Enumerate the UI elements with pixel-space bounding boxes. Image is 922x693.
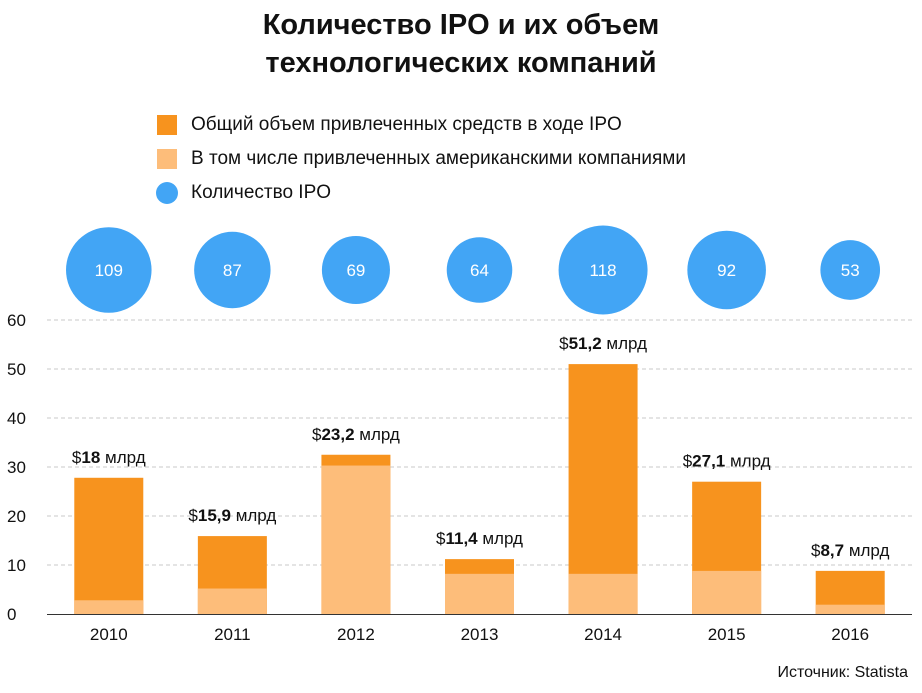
title-line-1: Количество IPO и их объем — [262, 9, 660, 41]
chart-title: Количество IPO и их объем технологически… — [0, 6, 922, 82]
x-tick-label: 2014 — [584, 625, 622, 644]
x-tick-label: 2012 — [337, 625, 375, 644]
bar-value-label: $15,9 млрд — [188, 506, 276, 525]
ipo-count-bubble — [321, 235, 390, 305]
bar-total — [74, 477, 144, 614]
ipo-count-bubble — [446, 237, 513, 303]
y-tick-label: 60 — [7, 311, 26, 330]
bar-us — [445, 573, 514, 614]
ipo-count-label: 118 — [590, 261, 617, 280]
bar-value-label: $11,4 млрд — [436, 529, 523, 548]
ipo-count-label: 87 — [223, 261, 242, 280]
legend-swatch-us — [157, 149, 177, 169]
ipo-count-bubble — [66, 227, 152, 313]
source-note: Источник: Statista — [777, 664, 908, 681]
y-tick-label: 10 — [7, 556, 26, 575]
ipo-count-label: 92 — [717, 261, 736, 280]
legend-swatch-total — [157, 115, 177, 135]
y-tick-label: 30 — [7, 458, 26, 477]
x-tick-label: 2015 — [708, 625, 746, 644]
x-tick-label: 2016 — [831, 625, 869, 644]
ipo-count-bubble — [687, 230, 766, 310]
legend-label-ipo-count: Количество IPO — [191, 182, 332, 203]
legend-item-us: В том числе привлеченных американскими к… — [157, 142, 686, 176]
bar-us — [321, 465, 391, 614]
y-tick-label: 50 — [7, 360, 26, 379]
y-tick-label: 0 — [7, 605, 16, 624]
bar-us — [815, 604, 885, 614]
ipo-count-label: 109 — [95, 261, 123, 280]
ipo-count-label: 69 — [346, 261, 365, 280]
bar-us — [568, 573, 638, 614]
legend-swatch-ipo-count — [156, 182, 178, 204]
ipo-count-bubble — [820, 240, 881, 300]
legend-item-ipo-count: Количество IPO — [156, 176, 686, 210]
y-tick-label: 40 — [7, 409, 26, 428]
x-tick-label: 2010 — [90, 625, 128, 644]
x-tick-label: 2011 — [214, 625, 251, 644]
ipo-count-label: 64 — [470, 261, 489, 280]
legend-item-total: Общий объем привлеченных средств в ходе … — [157, 108, 686, 142]
y-tick-label: 20 — [7, 507, 26, 526]
bar-value-label: $8,7 млрд — [811, 541, 890, 560]
ipo-count-bubble — [558, 225, 648, 315]
legend-label-total: Общий объем привлеченных средств в ходе … — [191, 114, 622, 135]
x-tick-label: 2013 — [461, 625, 499, 644]
bar-value-label: $23,2 млрд — [312, 425, 400, 444]
bar-total — [568, 364, 638, 614]
title-line-2: технологических компаний — [265, 47, 657, 79]
ipo-count-label: 53 — [841, 261, 860, 280]
legend: Общий объем привлеченных средств в ходе … — [156, 108, 686, 210]
ipo-count-bubble — [194, 231, 271, 309]
bar-us — [692, 570, 762, 614]
bar-value-label: $18 млрд — [72, 448, 146, 467]
legend-label-us: В том числе привлеченных американскими к… — [191, 148, 686, 169]
bar-value-label: $27,1 млрд — [683, 452, 771, 471]
bar-value-label: $51,2 млрд — [559, 334, 647, 353]
bar-us — [74, 600, 144, 614]
bar-us — [197, 588, 267, 614]
